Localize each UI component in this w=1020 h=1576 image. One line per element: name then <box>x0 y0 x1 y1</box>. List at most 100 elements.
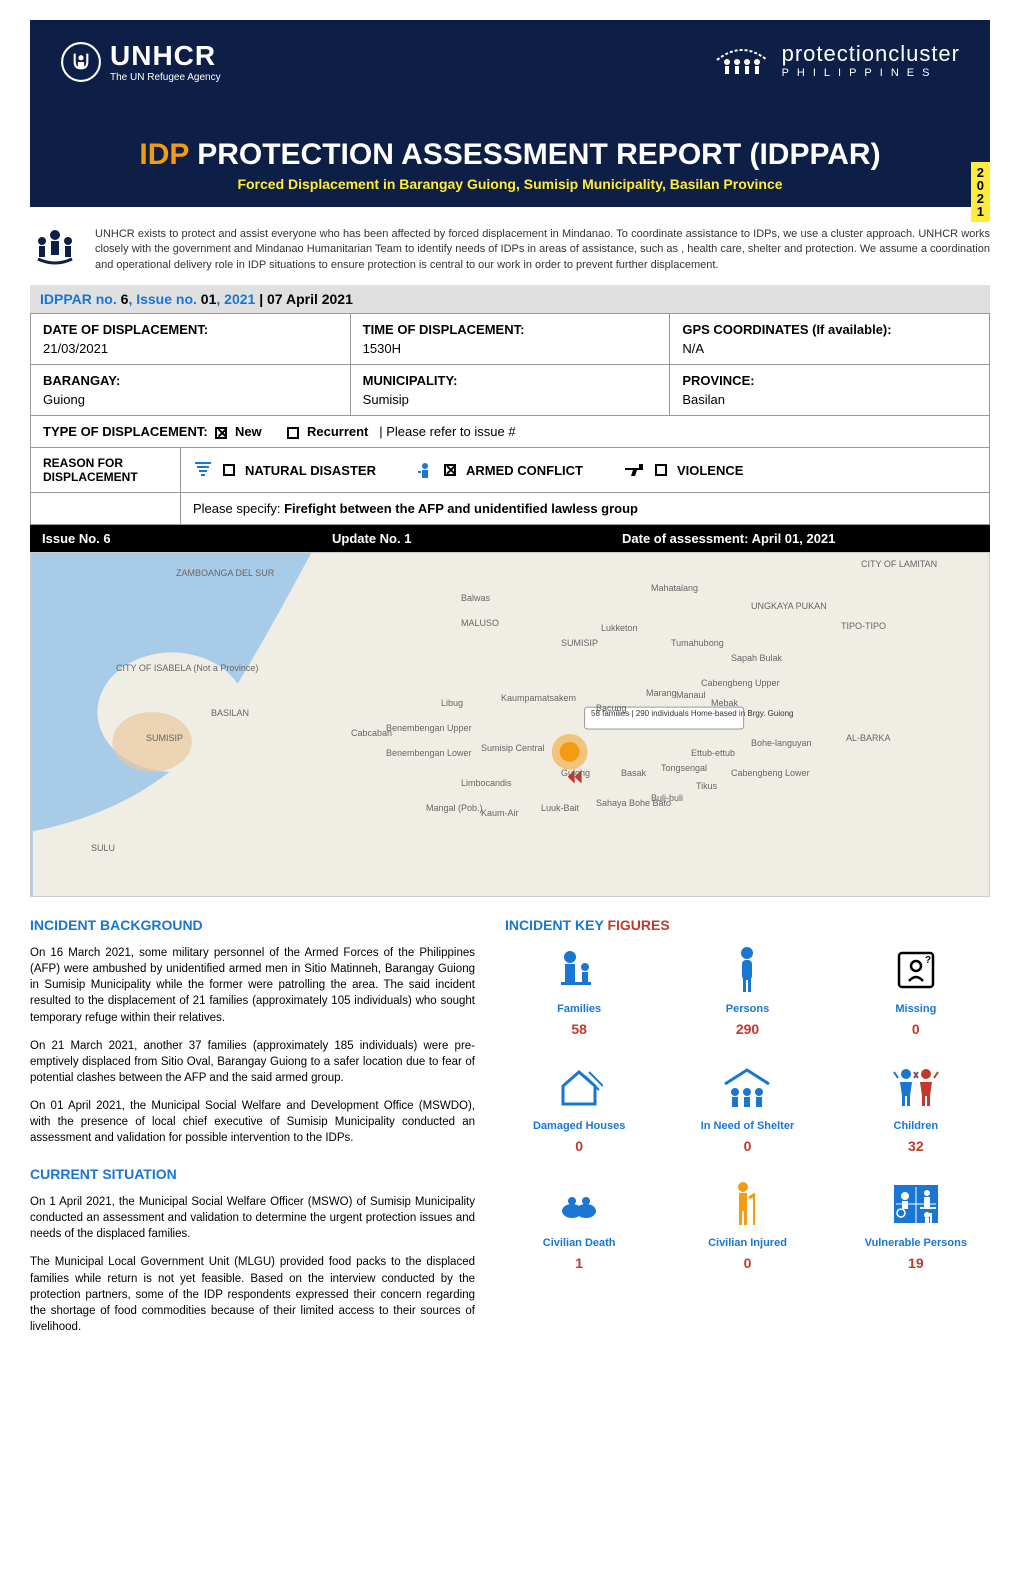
kf-value: 1 <box>505 1255 653 1271</box>
map-label: ZAMBOANGA DEL SUR <box>176 568 274 578</box>
kf-value: 0 <box>842 1021 990 1037</box>
kf-label: In Need of Shelter <box>673 1120 821 1132</box>
cur-p2: The Municipal Local Government Unit (MLG… <box>30 1254 475 1334</box>
kf-value: 290 <box>673 1021 821 1037</box>
checkbox-new <box>215 427 227 439</box>
bb-issue: Issue No. 6 <box>30 525 320 552</box>
unhcr-logo: UNHCR The UN Refugee Agency <box>60 40 221 83</box>
kf-item-shelter: In Need of Shelter0 <box>673 1062 821 1154</box>
key-figures-grid: Families58Persons290?Missing0Damaged Hou… <box>505 945 990 1271</box>
unhcr-name: UNHCR <box>110 40 221 72</box>
issue-bar: IDPPAR no. 6, Issue no. 01, 2021 | 07 Ap… <box>30 285 990 313</box>
report-subtitle: Forced Displacement in Barangay Guiong, … <box>60 176 960 192</box>
kf-item-missing: ? Missing 0 <box>842 945 990 1037</box>
map-label: SUMISIP <box>146 733 183 743</box>
map-label: Limbocandis <box>461 778 512 788</box>
kf-label: Civilian Injured <box>673 1237 821 1249</box>
unhcr-sub: The UN Refugee Agency <box>110 72 221 83</box>
checkbox-recurrent <box>287 427 299 439</box>
kf-value: 32 <box>842 1138 990 1154</box>
kf-label: Damaged Houses <box>505 1120 653 1132</box>
map-label: Manaul <box>676 690 706 700</box>
time-cell: TIME OF DISPLACEMENT:1530H <box>351 314 671 364</box>
map-label: Lukketon <box>601 623 638 633</box>
map-label: Mahatalang <box>651 583 698 593</box>
bg-p3: On 01 April 2021, the Municipal Social W… <box>30 1098 475 1146</box>
soldier-icon <box>416 461 434 479</box>
tornado-icon <box>193 461 213 479</box>
map-label: Ettub-ettub <box>691 748 735 758</box>
kf-label: Families <box>505 1003 653 1015</box>
kf-label: Children <box>842 1120 990 1132</box>
map-label: Tongsengal <box>661 763 707 773</box>
pc-icon <box>712 40 772 80</box>
pc-name: protectioncluster <box>782 41 960 67</box>
map-label: Bohe-languyan <box>751 738 812 748</box>
intro-section: UNHCR exists to protect and assist every… <box>30 227 990 273</box>
gps-cell: GPS COORDINATES (If available):N/A <box>670 314 989 364</box>
map-label: UNGKAYA PUKAN <box>751 601 827 611</box>
header-banner: UNHCR The UN Refugee Agency protectioncl… <box>30 20 990 207</box>
map-label: Benembengan Upper <box>386 723 472 733</box>
map-label: Tikus <box>696 781 717 791</box>
map-label: BASILAN <box>211 708 249 718</box>
current-title: CURRENT SITUATION <box>30 1166 475 1182</box>
intro-text: UNHCR exists to protect and assist every… <box>95 227 990 273</box>
kf-value: 0 <box>505 1138 653 1154</box>
map-callout: 58 families | 290 individuals Home-based… <box>591 710 793 719</box>
bg-p1: On 16 March 2021, some military personne… <box>30 945 475 1025</box>
map: ZAMBOANGA DEL SUR CITY OF ISABELA (Not a … <box>30 552 990 897</box>
svg-text:?: ? <box>925 955 931 966</box>
kf-title: INCIDENT KEY FIGURES <box>505 917 990 933</box>
map-label: SULU <box>91 843 115 853</box>
map-label: MALUSO <box>461 618 499 628</box>
map-label: AL-BARKA <box>846 733 891 743</box>
year-tag: 2021 <box>971 162 990 222</box>
vulnerable-icon <box>842 1179 990 1229</box>
kf-item-injured: Civilian Injured0 <box>673 1179 821 1271</box>
map-label: Tumahubong <box>671 638 724 648</box>
specify-row: Please specify: Firefight between the AF… <box>31 493 989 524</box>
map-label: CITY OF LAMITAN <box>861 559 937 569</box>
bg-p2: On 21 March 2021, another 37 families (a… <box>30 1038 475 1086</box>
pc-sub: PHILIPPINES <box>782 67 960 79</box>
kf-item-children: Children 32 <box>842 1062 990 1154</box>
children-icon <box>842 1062 990 1112</box>
injured-icon <box>673 1179 821 1229</box>
map-label: Kaumpamatsakem <box>501 693 576 703</box>
map-label: SUMISIP <box>561 638 598 648</box>
opt-conflict: ARMED CONFLICT <box>416 461 583 479</box>
background-title: INCIDENT BACKGROUND <box>30 917 475 933</box>
kf-item-person: Persons 290 <box>673 945 821 1037</box>
map-label: Guiong <box>561 768 590 778</box>
kf-label: Missing <box>842 1003 990 1015</box>
house-icon <box>505 1062 653 1112</box>
gun-icon <box>623 462 645 478</box>
checkbox-violence <box>655 464 667 476</box>
opt-violence: VIOLENCE <box>623 462 743 478</box>
bb-date: Date of assessment: April 01, 2021 <box>610 525 990 552</box>
black-bar: Issue No. 6 Update No. 1 Date of assessm… <box>30 525 990 552</box>
municipality-cell: MUNICIPALITY:Sumisip <box>351 365 671 415</box>
barangay-cell: BARANGAY:Guiong <box>31 365 351 415</box>
families-icon <box>505 945 653 995</box>
map-label: Sapah Bulak <box>731 653 782 663</box>
bb-update: Update No. 1 <box>320 525 610 552</box>
missing-icon: ? <box>842 945 990 995</box>
map-label: Cabengbeng Lower <box>731 768 810 778</box>
shelter-icon <box>673 1062 821 1112</box>
reason-row: REASON FOR DISPLACEMENT NATURAL DISASTER… <box>31 448 989 493</box>
death-icon <box>505 1179 653 1229</box>
kf-item-death: Civilian Death1 <box>505 1179 653 1271</box>
map-label: Libug <box>441 698 463 708</box>
opt-natural: NATURAL DISASTER <box>193 461 376 479</box>
map-label: Basak <box>621 768 646 778</box>
map-label: Sumisip Central <box>481 743 545 753</box>
map-label: CITY OF ISABELA (Not a Province) <box>116 663 258 673</box>
checkbox-natural <box>223 464 235 476</box>
cur-p1: On 1 April 2021, the Municipal Social We… <box>30 1194 475 1242</box>
map-label: TIPO-TIPO <box>841 621 886 631</box>
map-label: Buli-buli <box>651 793 683 803</box>
kf-label: Persons <box>673 1003 821 1015</box>
type-row: TYPE OF DISPLACEMENT: New Recurrent | Pl… <box>31 416 989 448</box>
